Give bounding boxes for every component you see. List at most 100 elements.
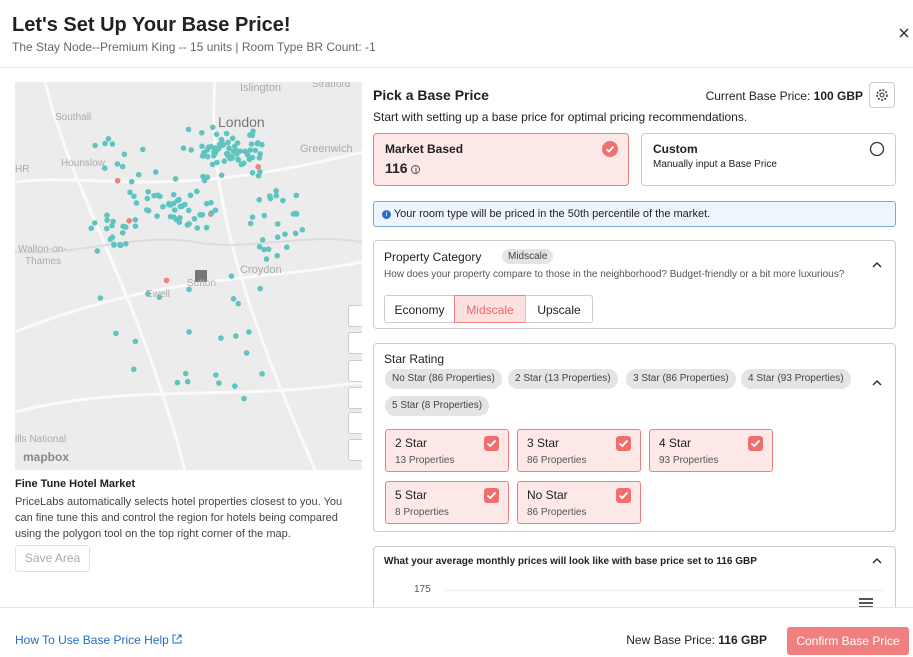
hotel-dot <box>211 149 217 155</box>
star-card[interactable]: 2 Star 13 Properties <box>385 429 509 472</box>
hotel-dot <box>111 241 117 248</box>
map-label: Stratford <box>312 82 351 90</box>
hotel-dot <box>293 192 300 199</box>
fullscreen[interactable] <box>348 412 362 434</box>
hotel-dot <box>205 144 212 151</box>
hotel-dot <box>203 200 210 207</box>
hotel-dot <box>91 220 98 226</box>
hotel-dot <box>256 155 263 161</box>
hotel-dot <box>92 142 98 149</box>
star-card-name: 2 Star <box>395 436 428 450</box>
hotel-dot <box>259 371 265 377</box>
star-chip: 3 Star (86 Properties) <box>626 369 736 389</box>
hotel-dot <box>213 131 220 138</box>
hotel-dot <box>199 212 206 218</box>
hotel-dot <box>145 189 151 195</box>
hotel-dot <box>256 244 263 250</box>
info-text: Your room type will be priced in the 50t… <box>393 208 711 220</box>
star-card-name: 4 Star <box>659 436 692 450</box>
hotel-dot <box>218 335 224 341</box>
custom-option[interactable]: Custom Manually input a Base Price <box>641 133 896 186</box>
info-bar: i Your room type will be priced in the 5… <box>373 201 896 227</box>
star-chip: No Star (86 Properties) <box>385 369 502 389</box>
help-text: How To Use Base Price Help <box>15 633 169 647</box>
collapse-icon[interactable] <box>872 261 882 269</box>
hotel-dot <box>229 135 236 142</box>
hotel-dot <box>121 151 128 158</box>
home[interactable] <box>348 439 362 461</box>
market-value: 116 i <box>385 160 617 176</box>
star-card-name: No Star <box>527 488 568 502</box>
star-card-count: 13 Properties <box>395 455 455 466</box>
hotel-dot <box>273 192 280 199</box>
hotel-dot <box>173 216 180 223</box>
hotel-dot <box>109 141 116 147</box>
grid-line <box>444 590 884 591</box>
fine-tune-title: Fine Tune Hotel Market <box>15 478 136 490</box>
hotel-dot <box>174 379 181 386</box>
star-card-count: 86 Properties <box>527 507 587 518</box>
property-badge: Midscale <box>502 249 554 264</box>
map[interactable]: Islington Stratford London Southall Gree… <box>15 82 362 470</box>
zoom-in[interactable] <box>348 387 362 409</box>
new-label: New Base Price: <box>626 633 715 647</box>
map-label: Islington <box>240 82 281 94</box>
collapse-icon[interactable] <box>872 379 882 387</box>
hotel-dot <box>109 222 115 229</box>
hotel-dot <box>280 197 286 204</box>
hotel-dot <box>167 213 174 220</box>
gear-icon <box>876 89 888 101</box>
checkbox <box>616 436 631 451</box>
map-label: London <box>218 114 265 130</box>
hotel-dot <box>226 145 232 151</box>
new-price: New Base Price: 116 GBP <box>626 633 767 647</box>
polygon-tool[interactable] <box>348 305 362 327</box>
economy-option[interactable]: Economy <box>384 295 455 323</box>
hotel-dot <box>191 216 198 222</box>
hotel-dot <box>157 193 163 200</box>
star-title: Star Rating <box>384 352 445 366</box>
hotel-dot <box>184 378 191 385</box>
star-card[interactable]: 4 Star 93 Properties <box>649 429 773 472</box>
confirm-button[interactable]: Confirm Base Price <box>787 627 909 655</box>
hotel-dot <box>218 137 225 143</box>
hotel-dot <box>273 188 279 194</box>
hotel-dot <box>145 207 152 214</box>
hotel-dot <box>263 256 270 262</box>
hotel-dot <box>267 195 274 202</box>
zoom-out[interactable] <box>348 360 362 382</box>
market-option[interactable]: Market Based 116 i <box>373 133 629 186</box>
midscale-option[interactable]: Midscale <box>454 295 526 323</box>
hotel-dot <box>244 152 251 158</box>
hotel-dot <box>252 147 259 154</box>
star-card[interactable]: No Star 86 Properties <box>517 481 641 524</box>
star-chip: 4 Star (93 Properties) <box>741 369 851 389</box>
hotel-dot <box>119 163 126 170</box>
close-button[interactable] <box>899 28 909 38</box>
hotel-dot <box>249 170 256 176</box>
hotel-dot <box>133 200 140 206</box>
hotel-dot <box>102 140 108 147</box>
checkbox <box>616 488 631 503</box>
star-card[interactable]: 3 Star 86 Properties <box>517 429 641 472</box>
collapse-icon[interactable] <box>872 557 882 565</box>
hotel-dot <box>97 295 104 301</box>
hotel-dot <box>274 234 281 240</box>
pick-title: Pick a Base Price <box>373 87 489 103</box>
help-link[interactable]: How To Use Base Price Help <box>15 633 182 647</box>
hotel-dot <box>225 139 231 146</box>
upscale-option[interactable]: Upscale <box>525 295 593 323</box>
save-area-button[interactable]: Save Area <box>15 545 90 572</box>
star-card[interactable]: 5 Star 8 Properties <box>385 481 509 524</box>
map-label: Thames <box>25 256 62 267</box>
delete-tool[interactable] <box>348 332 362 354</box>
hotel-dot <box>180 145 187 151</box>
current-value: 100 GBP <box>813 89 863 103</box>
star-card-count: 86 Properties <box>527 455 587 466</box>
market-title: Market Based <box>385 142 464 156</box>
footer: How To Use Base Price Help New Base Pric… <box>0 607 913 657</box>
settings-button[interactable] <box>869 82 895 108</box>
hotel-dot <box>249 214 256 220</box>
hotel-dot <box>212 207 219 213</box>
